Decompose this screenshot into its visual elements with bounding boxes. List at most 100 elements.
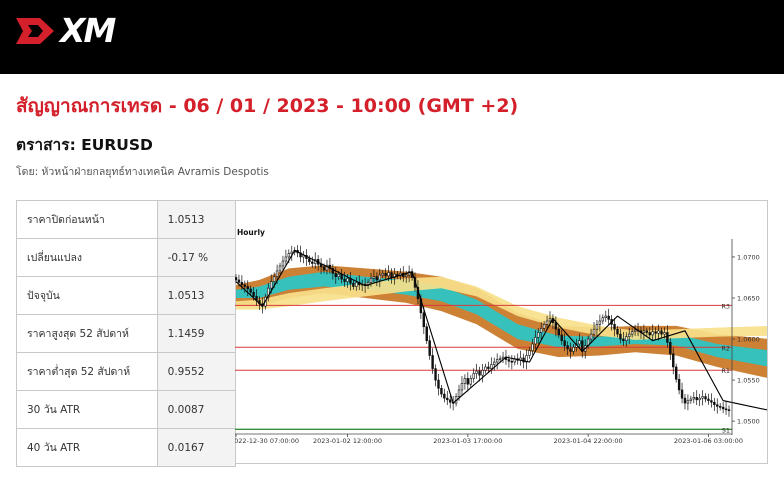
candle-body [498, 358, 502, 361]
candle [672, 347, 675, 375]
candle-body [718, 406, 722, 408]
candle [267, 282, 270, 302]
stat-label: เปลี่ยนแปลง [16, 238, 158, 277]
candle [713, 397, 716, 411]
candle-body [607, 315, 610, 320]
candle [604, 310, 607, 322]
candle [446, 390, 449, 406]
candle-body [604, 315, 607, 319]
cloud-band [236, 276, 767, 340]
candle-body [428, 340, 431, 356]
candle-body [311, 261, 314, 264]
candle [698, 393, 701, 407]
y-tick-label: 1.0600 [737, 336, 760, 344]
zigzag-polyline [235, 249, 767, 411]
stat-value: 0.9552 [156, 352, 237, 391]
candle-body [648, 332, 651, 336]
candle-body [589, 333, 593, 340]
candle [616, 325, 619, 338]
candle-body [387, 272, 390, 277]
candle-body [252, 291, 255, 297]
candle-body [443, 393, 446, 399]
candle-body [572, 346, 575, 352]
candle [308, 255, 311, 266]
candle [674, 363, 678, 383]
stat-label: 30 วัน ATR [16, 390, 158, 429]
candle [466, 372, 470, 392]
candle-body [284, 256, 288, 262]
candle-body [431, 355, 434, 369]
timeframe-label: Hourly [237, 228, 265, 237]
level-label-s1: S1 [722, 426, 730, 434]
candle-body [460, 383, 464, 391]
candle-body [704, 396, 707, 400]
candle-body [669, 342, 672, 355]
candle [622, 331, 625, 346]
stat-value: 1.1459 [156, 314, 237, 353]
candle [305, 249, 308, 266]
candle [598, 314, 602, 332]
stat-value: 1.0513 [156, 200, 237, 239]
candle-body [537, 332, 540, 338]
candle-body [319, 264, 323, 268]
candle-body [525, 355, 528, 363]
candle-body [566, 345, 569, 350]
table-row: ราคาสูงสุด 52 สัปดาห์ 1.1459 [16, 314, 237, 353]
candle [578, 333, 581, 350]
candle [431, 348, 434, 374]
candle [478, 366, 481, 382]
candle [651, 324, 654, 341]
candle-body [666, 332, 669, 343]
candle [654, 327, 657, 340]
candle-body [689, 398, 693, 401]
level-label-r2: R2 [721, 344, 730, 352]
candle [566, 341, 569, 356]
candle [669, 338, 672, 361]
candle [519, 350, 522, 366]
candle-body [281, 260, 285, 267]
candle-body [375, 276, 379, 281]
y-tick-label: 1.0500 [737, 418, 760, 426]
y-tick-label: 1.0550 [737, 377, 760, 385]
x-tick-label: 2023-01-02 12:00:00 [313, 437, 382, 445]
candle [481, 364, 484, 383]
candle-body [507, 359, 511, 362]
candle-body [616, 328, 619, 335]
chart-canvas: R3 R2 R1 S1 1.0700 1.0650 1.0600 1.0550 1.0500 20… [235, 228, 767, 445]
candle [352, 279, 355, 290]
candle [642, 324, 646, 340]
candle [440, 385, 443, 398]
candle [589, 328, 593, 344]
candle-body [340, 273, 343, 280]
candle [680, 382, 684, 404]
candle-body [645, 330, 649, 333]
candle [710, 393, 713, 408]
candle [278, 262, 282, 275]
candle [628, 327, 631, 344]
y-tick-label: 1.0650 [737, 295, 760, 303]
candle [721, 401, 725, 414]
zigzag-line [235, 249, 767, 411]
candle [284, 249, 288, 267]
candle [704, 393, 707, 403]
candle-body [680, 389, 684, 399]
candle [381, 270, 384, 279]
level-lines [235, 304, 732, 431]
candle-body [601, 317, 605, 322]
candle [657, 324, 660, 341]
candle [557, 325, 561, 339]
candle-body [560, 334, 563, 341]
candle-body [446, 397, 449, 401]
candle-body [235, 277, 238, 281]
candle [243, 280, 247, 293]
candle [692, 392, 695, 404]
level-label-r1: R1 [721, 367, 730, 375]
price-chart[interactable]: R3 R2 R1 S1 1.0700 1.0650 1.0600 1.0550 1.0500 20… [235, 200, 768, 464]
candle [495, 353, 499, 370]
candle [490, 357, 493, 374]
candle-body [545, 320, 549, 325]
candle [460, 376, 464, 396]
xm-logo[interactable]: XM [14, 14, 116, 48]
candle-body [692, 397, 695, 400]
candle-body [686, 400, 690, 404]
